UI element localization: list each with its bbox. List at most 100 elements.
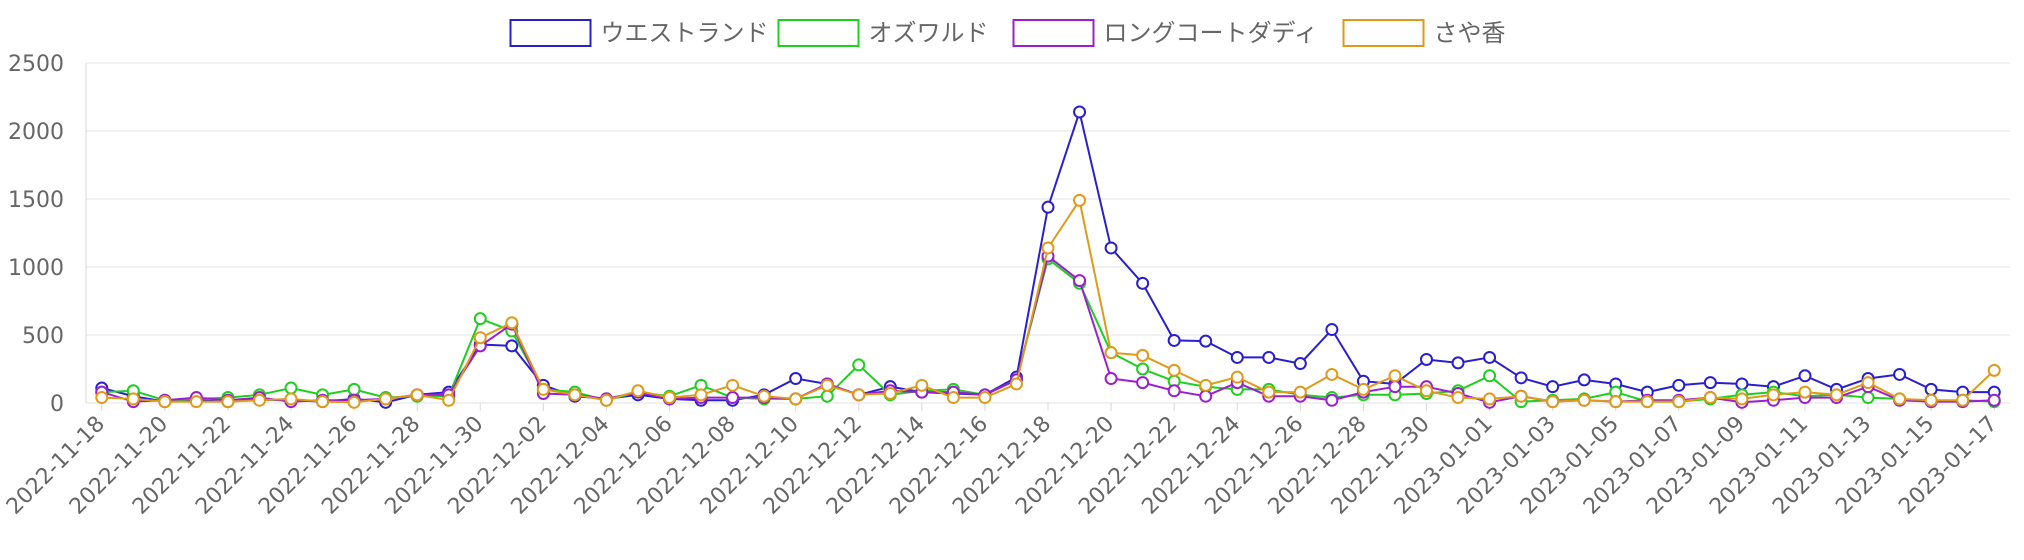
data-point[interactable] <box>1419 384 1433 398</box>
data-point[interactable] <box>1199 389 1213 403</box>
legend-item[interactable]: ロングコートダディ <box>1012 19 1318 47</box>
data-point[interactable] <box>1672 378 1686 392</box>
data-point[interactable] <box>1167 333 1181 347</box>
data-point[interactable] <box>410 388 424 402</box>
data-point[interactable] <box>536 382 550 396</box>
data-point[interactable] <box>883 386 897 400</box>
data-point[interactable] <box>820 389 834 403</box>
data-point[interactable] <box>1924 382 1938 396</box>
data-point[interactable] <box>1766 388 1780 402</box>
data-point[interactable] <box>915 378 929 392</box>
data-point[interactable] <box>158 395 172 409</box>
data-point[interactable] <box>820 378 834 392</box>
data-point[interactable] <box>757 389 771 403</box>
data-point[interactable] <box>852 358 866 372</box>
data-point[interactable] <box>1230 370 1244 384</box>
data-point[interactable] <box>284 381 298 395</box>
data-point[interactable] <box>1609 395 1623 409</box>
data-point[interactable] <box>1262 350 1276 364</box>
data-point[interactable] <box>1451 391 1465 405</box>
data-point[interactable] <box>1451 356 1465 370</box>
data-point[interactable] <box>505 316 519 330</box>
data-point[interactable] <box>1293 385 1307 399</box>
data-point[interactable] <box>1009 377 1023 391</box>
data-point[interactable] <box>1230 350 1244 364</box>
data-point[interactable] <box>284 392 298 406</box>
data-point[interactable] <box>1073 274 1087 288</box>
data-point[interactable] <box>1861 376 1875 390</box>
data-point[interactable] <box>379 392 393 406</box>
data-point[interactable] <box>1199 378 1213 392</box>
legend-item[interactable]: さや香 <box>1342 19 1506 47</box>
legend-item[interactable]: ウエストランド <box>509 19 769 47</box>
data-point[interactable] <box>442 393 456 407</box>
data-point[interactable] <box>1672 395 1686 409</box>
data-point[interactable] <box>726 378 740 392</box>
data-point[interactable] <box>1924 393 1938 407</box>
data-point[interactable] <box>1199 334 1213 348</box>
data-point[interactable] <box>663 391 677 405</box>
data-point[interactable] <box>726 391 740 405</box>
data-point[interactable] <box>1483 392 1497 406</box>
data-point[interactable] <box>1325 367 1339 381</box>
data-point[interactable] <box>347 382 361 396</box>
data-point[interactable] <box>505 339 519 353</box>
data-point[interactable] <box>1640 395 1654 409</box>
data-point[interactable] <box>1577 373 1591 387</box>
data-point[interactable] <box>1893 392 1907 406</box>
data-point[interactable] <box>1356 382 1370 396</box>
data-point[interactable] <box>599 393 613 407</box>
data-point[interactable] <box>1325 323 1339 337</box>
data-point[interactable] <box>1798 369 1812 383</box>
data-point[interactable] <box>1861 391 1875 405</box>
data-point[interactable] <box>221 395 235 409</box>
data-point[interactable] <box>1167 384 1181 398</box>
data-point[interactable] <box>95 391 109 405</box>
data-point[interactable] <box>789 392 803 406</box>
data-point[interactable] <box>1136 276 1150 290</box>
data-point[interactable] <box>1987 363 2001 377</box>
data-point[interactable] <box>946 391 960 405</box>
data-point[interactable] <box>1735 377 1749 391</box>
data-point[interactable] <box>568 388 582 402</box>
data-point[interactable] <box>1041 241 1055 255</box>
data-point[interactable] <box>316 395 330 409</box>
data-point[interactable] <box>1073 193 1087 207</box>
legend-item[interactable]: オズワルド <box>777 19 989 47</box>
data-point[interactable] <box>1419 352 1433 366</box>
data-point[interactable] <box>1893 367 1907 381</box>
data-point[interactable] <box>1514 371 1528 385</box>
data-point[interactable] <box>1703 391 1717 405</box>
data-point[interactable] <box>1546 395 1560 409</box>
data-point[interactable] <box>1136 348 1150 362</box>
data-point[interactable] <box>1325 393 1339 407</box>
data-point[interactable] <box>1136 376 1150 390</box>
data-point[interactable] <box>347 395 361 409</box>
data-point[interactable] <box>694 388 708 402</box>
data-point[interactable] <box>1104 346 1118 360</box>
data-point[interactable] <box>1830 388 1844 402</box>
data-point[interactable] <box>1735 392 1749 406</box>
data-point[interactable] <box>1483 369 1497 383</box>
data-point[interactable] <box>1514 389 1528 403</box>
data-point[interactable] <box>1167 363 1181 377</box>
data-point[interactable] <box>473 331 487 345</box>
data-point[interactable] <box>1388 369 1402 383</box>
data-point[interactable] <box>1262 385 1276 399</box>
data-point[interactable] <box>1293 357 1307 371</box>
data-point[interactable] <box>1073 105 1087 119</box>
data-point[interactable] <box>1577 393 1591 407</box>
data-point[interactable] <box>1104 372 1118 386</box>
data-point[interactable] <box>1987 393 2001 407</box>
data-point[interactable] <box>1703 376 1717 390</box>
data-point[interactable] <box>126 392 140 406</box>
data-point[interactable] <box>1798 385 1812 399</box>
data-point[interactable] <box>978 391 992 405</box>
data-point[interactable] <box>789 372 803 386</box>
data-point[interactable] <box>1956 393 1970 407</box>
data-point[interactable] <box>1136 362 1150 376</box>
data-point[interactable] <box>1546 380 1560 394</box>
data-point[interactable] <box>473 312 487 326</box>
data-point[interactable] <box>1104 241 1118 255</box>
data-point[interactable] <box>631 384 645 398</box>
